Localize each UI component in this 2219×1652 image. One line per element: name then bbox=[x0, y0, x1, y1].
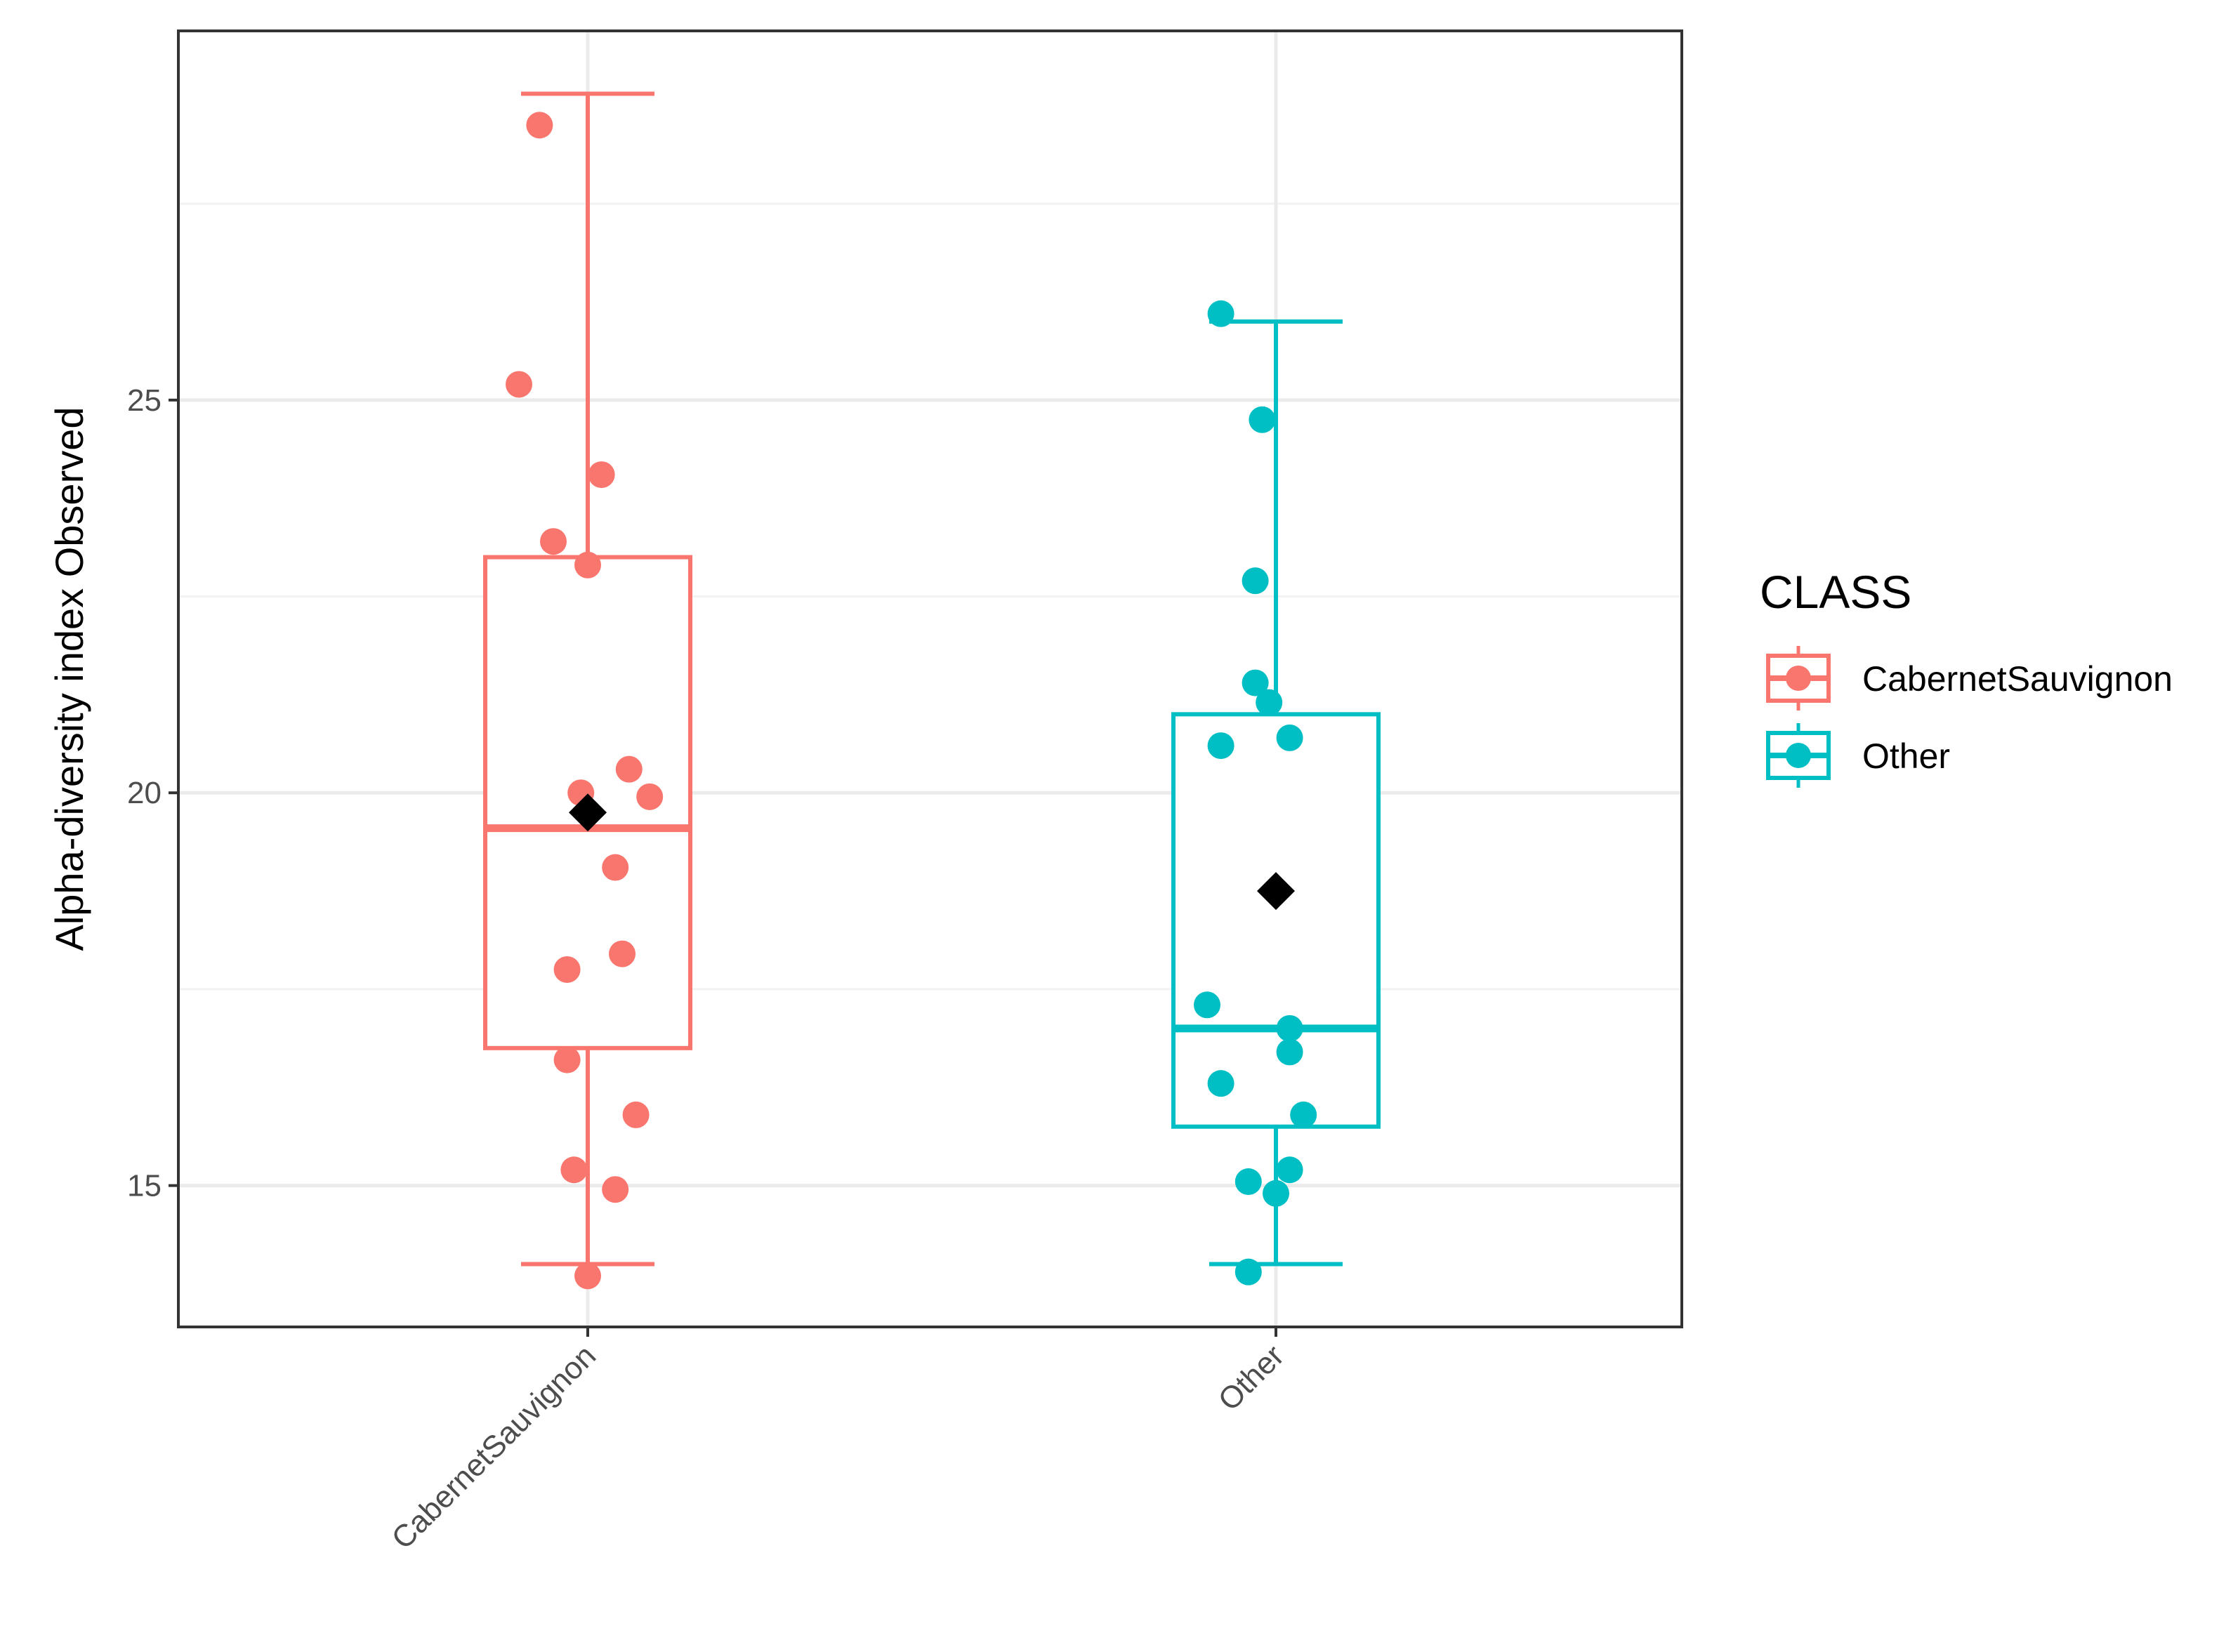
data-point bbox=[1276, 1156, 1303, 1184]
legend-key-point bbox=[1786, 743, 1811, 768]
data-point bbox=[526, 112, 553, 139]
data-point bbox=[560, 1156, 588, 1184]
data-point bbox=[1242, 669, 1269, 696]
data-point bbox=[1207, 300, 1234, 327]
y-tick-label: 25 bbox=[127, 383, 162, 418]
y-axis-title: Alpha-diversity index Observed bbox=[47, 407, 91, 951]
data-point bbox=[1249, 406, 1276, 433]
data-point bbox=[1242, 567, 1269, 595]
data-point bbox=[602, 1176, 629, 1203]
plot-panel-border bbox=[177, 29, 1683, 1328]
data-point bbox=[1194, 991, 1220, 1019]
data-point bbox=[1290, 1101, 1317, 1128]
data-point bbox=[1234, 1258, 1262, 1286]
data-point bbox=[574, 551, 601, 579]
data-point bbox=[602, 854, 629, 881]
y-tick-label: 15 bbox=[127, 1169, 162, 1203]
mean-marker bbox=[1257, 872, 1295, 911]
data-point bbox=[1263, 1179, 1289, 1207]
data-point bbox=[588, 461, 615, 489]
data-point bbox=[1276, 1038, 1303, 1066]
y-tick-label: 20 bbox=[127, 776, 162, 810]
data-point bbox=[1207, 1070, 1234, 1097]
data-point bbox=[1276, 724, 1303, 751]
data-point bbox=[609, 940, 636, 967]
data-point bbox=[506, 371, 532, 398]
legend: CLASS CabernetSauvignon Other bbox=[1760, 566, 2173, 788]
point-layer bbox=[506, 112, 1317, 1290]
data-point bbox=[553, 956, 581, 983]
data-point bbox=[622, 1101, 650, 1128]
mean-marker bbox=[569, 793, 607, 832]
legend-title: CLASS bbox=[1760, 566, 1911, 618]
mean-layer bbox=[569, 793, 1295, 911]
legend-label: Other bbox=[1862, 736, 1950, 776]
data-point bbox=[615, 755, 643, 783]
data-point bbox=[1234, 1168, 1262, 1196]
data-point bbox=[1276, 1015, 1303, 1042]
data-point bbox=[636, 783, 664, 810]
data-point bbox=[1207, 732, 1234, 760]
box-iqr bbox=[1171, 712, 1381, 1129]
legend-key-point bbox=[1786, 666, 1811, 691]
data-point bbox=[574, 1262, 601, 1290]
data-point bbox=[1256, 689, 1283, 716]
legend-label: CabernetSauvignon bbox=[1862, 659, 2173, 699]
data-point bbox=[540, 528, 567, 555]
data-point bbox=[553, 1046, 581, 1073]
